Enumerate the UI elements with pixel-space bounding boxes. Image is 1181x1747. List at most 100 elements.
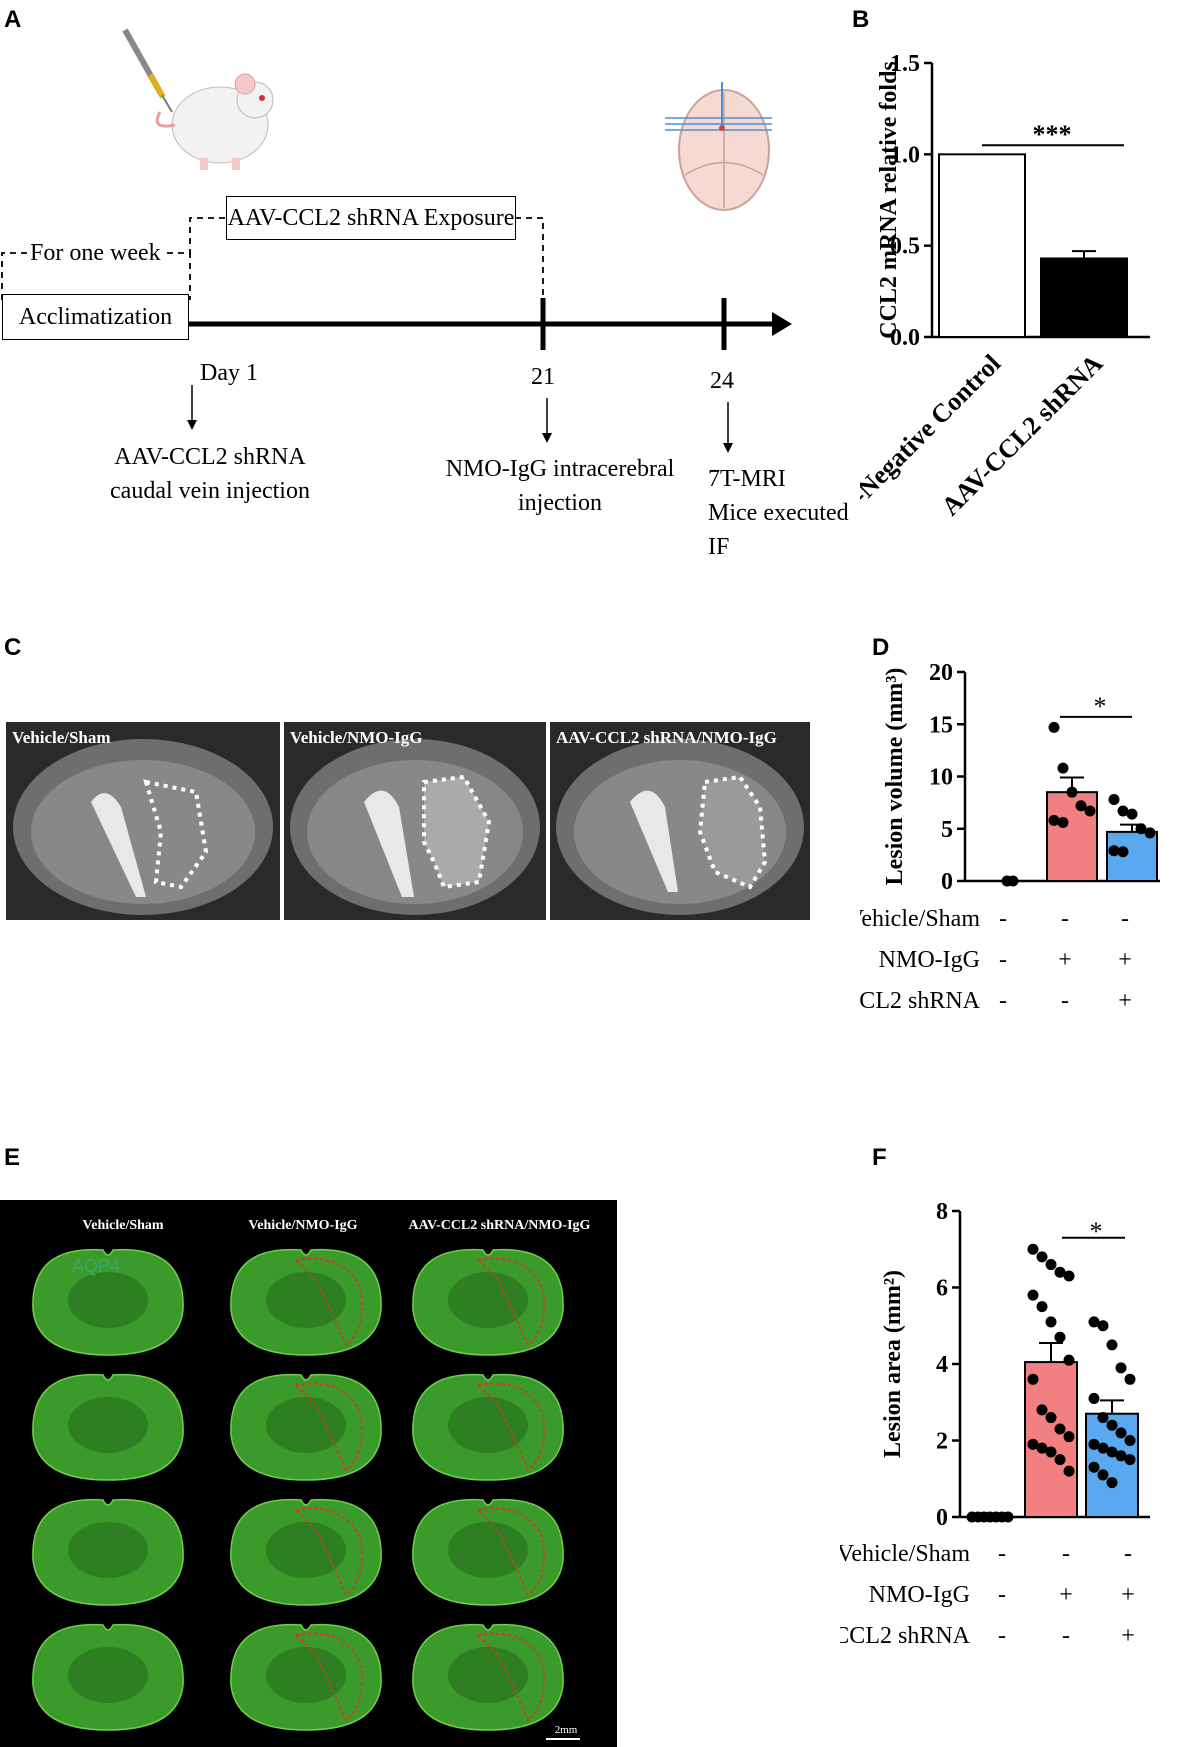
data-point (1106, 1446, 1118, 1458)
condition-sign: + (1121, 1623, 1135, 1649)
data-point (1045, 1259, 1057, 1271)
data-point (1027, 1243, 1039, 1255)
data-point (1106, 1419, 1118, 1431)
y-tick-label: 10 (929, 765, 953, 791)
chart-d: 0 5 10 15 20 Lesion volume (mm³) * Vehicle/Sham… (860, 660, 1160, 1014)
data-point (1007, 875, 1019, 887)
condition-sign: - (999, 906, 1007, 932)
event2-line1: NMO-IgG intracerebral (445, 456, 675, 482)
data-point (1115, 1427, 1127, 1439)
day24-label: 24 (710, 368, 734, 394)
scale-bar-label: 2mm (554, 1724, 578, 1736)
y-tick-label: 5 (941, 817, 953, 843)
condition-label: AAV-CCL2 shRNA (860, 988, 981, 1014)
data-point (1097, 1412, 1109, 1424)
panel-label-e: E (4, 1144, 21, 1171)
panel-label-f: F (872, 1144, 887, 1171)
brain-slice (412, 1623, 564, 1731)
brain-slice (230, 1373, 382, 1481)
mri-label-3: AAV-CCL2 shRNA/NMO-IgG (556, 728, 777, 747)
brain-slice (230, 1248, 382, 1356)
acclimatization-box: Acclimatization (2, 294, 189, 340)
condition-sign: + (1121, 1582, 1135, 1608)
y-tick-label: 0 (941, 869, 953, 895)
bar (1046, 791, 1098, 882)
data-point (1108, 793, 1120, 805)
data-point (1106, 1477, 1118, 1489)
condition-label: Vehicle/Sham (860, 906, 980, 932)
condition-sign: + (1058, 947, 1072, 973)
event3-line2: Mice executed (708, 500, 849, 526)
data-point (1097, 1320, 1109, 1332)
y-axis-label: Lesion area (mm²) (880, 1270, 906, 1458)
brain-slice (412, 1248, 564, 1356)
aqp4-label: AQP4 (72, 1256, 121, 1276)
data-point (1115, 1362, 1127, 1374)
data-point (1027, 1373, 1039, 1385)
data-point (1063, 1431, 1075, 1443)
mri-label-1: Vehicle/Sham (12, 728, 111, 747)
brain-slice (230, 1498, 382, 1606)
y-tick-label: 1.0 (890, 142, 920, 168)
data-point (1057, 816, 1069, 828)
data-point (1066, 786, 1078, 798)
data-point (1036, 1404, 1048, 1416)
event3-line3: IF (708, 534, 730, 560)
data-point (1036, 1442, 1048, 1454)
condition-sign: - (1061, 906, 1069, 932)
data-point (1126, 808, 1138, 820)
mouse-syringe-icon (122, 28, 274, 170)
mri-image-2: Vehicle/NMO-IgG (282, 720, 548, 922)
data-point (1124, 1435, 1136, 1446)
data-point (1057, 762, 1069, 774)
condition-sign: - (999, 988, 1007, 1014)
significance-stars: * (1094, 692, 1107, 721)
panel-label-d: D (872, 634, 890, 661)
panel-label-b: B (852, 6, 870, 33)
if-label-1: Vehicle/Sham (82, 1218, 164, 1233)
panel-label-a: A (4, 6, 22, 33)
data-point (1124, 1454, 1136, 1466)
data-point (1088, 1316, 1100, 1328)
condition-sign: + (1059, 1582, 1073, 1608)
condition-sign: - (1061, 988, 1069, 1014)
bar (1040, 257, 1128, 339)
data-point (1063, 1465, 1075, 1477)
y-tick-label: 20 (929, 660, 953, 686)
condition-sign: - (1062, 1541, 1070, 1567)
y-tick-label: 1.5 (890, 51, 920, 77)
y-tick-label: 8 (936, 1199, 948, 1225)
brain-slice (32, 1248, 184, 1356)
y-tick-label: 0.5 (890, 234, 920, 260)
mri-image-3: AAV-CCL2 shRNA/NMO-IgG (548, 720, 812, 922)
data-point (1117, 846, 1129, 858)
event3-line1: 7T-MRI (708, 466, 786, 492)
data-point (1117, 805, 1129, 817)
condition-sign: + (1118, 947, 1132, 973)
data-point (1108, 845, 1120, 857)
brain-slice (412, 1498, 564, 1606)
condition-sign: - (1124, 1541, 1132, 1567)
y-tick-label: 2 (936, 1429, 948, 1455)
data-point (1054, 1266, 1066, 1278)
condition-sign: - (999, 947, 1007, 973)
condition-sign: - (998, 1582, 1006, 1608)
data-point (1045, 1412, 1057, 1424)
event1-line1: AAV-CCL2 shRNA (114, 444, 306, 470)
brain-slice (32, 1373, 184, 1481)
if-image-panel: Vehicle/Sham Vehicle/NMO-IgG AAV-CCL2 sh… (0, 1200, 617, 1747)
data-point (1106, 1339, 1118, 1351)
brain-slice (32, 1623, 184, 1731)
y-tick-label: 0 (936, 1505, 948, 1531)
day1-label: Day 1 (200, 360, 258, 386)
data-point (1054, 1454, 1066, 1466)
data-point (1135, 823, 1147, 835)
condition-sign: - (998, 1541, 1006, 1567)
condition-sign: - (1062, 1623, 1070, 1649)
data-point (1054, 1331, 1066, 1343)
bar (938, 153, 1026, 338)
y-tick-label: 15 (929, 712, 953, 738)
data-point (1027, 1438, 1039, 1450)
significance-stars: *** (1033, 120, 1072, 149)
